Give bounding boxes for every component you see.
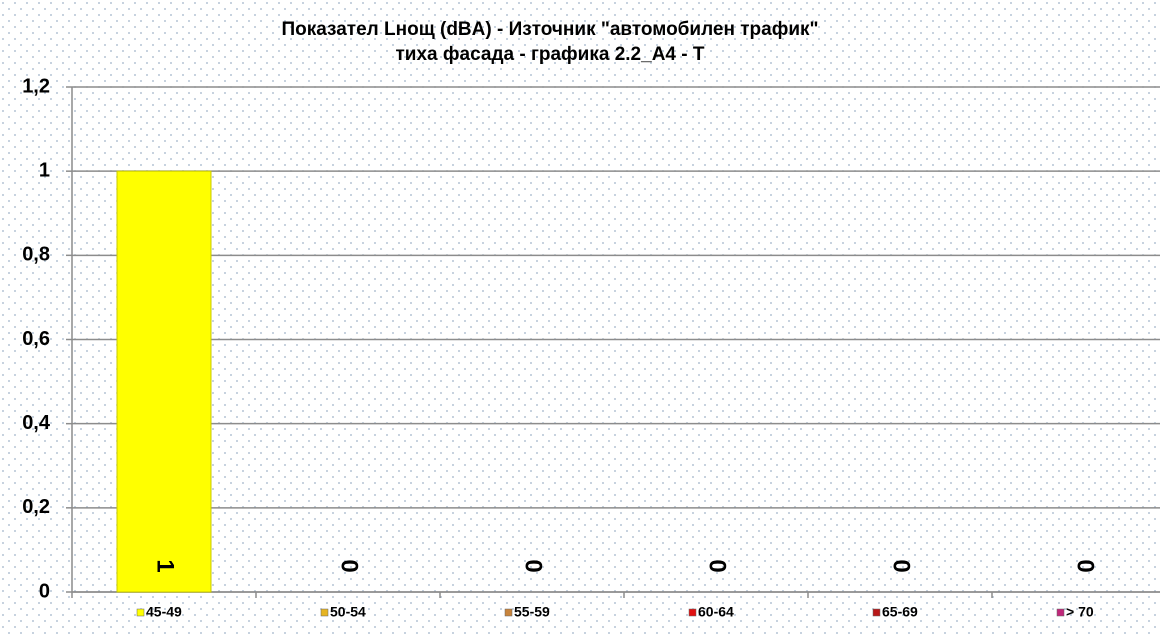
chart-title: Показател Lнощ (dBA) - Източник "автомоб… — [281, 19, 818, 40]
x-tick-label: 55-59 — [514, 604, 550, 620]
y-tick-label: 0 — [39, 580, 50, 602]
y-tick-label: 1 — [39, 159, 50, 181]
legend-swatch — [320, 608, 329, 617]
y-tick-label: 0,2 — [22, 496, 50, 518]
y-tick-label: 0,8 — [22, 244, 50, 266]
legend-swatch — [872, 608, 881, 617]
legend-swatch — [1056, 608, 1065, 617]
data-label: 0 — [520, 559, 547, 572]
x-tick-label: 65-69 — [882, 604, 918, 620]
y-tick-label: 1,2 — [22, 75, 50, 97]
y-tick-label: 0,4 — [22, 412, 51, 434]
data-label: 1 — [152, 559, 179, 572]
x-tick-label: 45-49 — [146, 604, 182, 620]
x-tick-label: > 70 — [1066, 604, 1094, 620]
data-label: 0 — [704, 559, 731, 572]
chart-subtitle: тиха фасада - графика 2.2_A4 - T — [396, 44, 705, 65]
bar — [116, 170, 212, 593]
x-tick-label: 60-64 — [698, 604, 734, 620]
legend-swatch — [504, 608, 513, 617]
data-label: 0 — [888, 559, 915, 572]
data-label: 0 — [1072, 559, 1099, 572]
y-tick-label: 0,6 — [22, 328, 50, 350]
x-tick-label: 50-54 — [330, 604, 366, 620]
legend-swatch — [136, 608, 145, 617]
data-label: 0 — [336, 559, 363, 572]
legend-swatch — [688, 608, 697, 617]
